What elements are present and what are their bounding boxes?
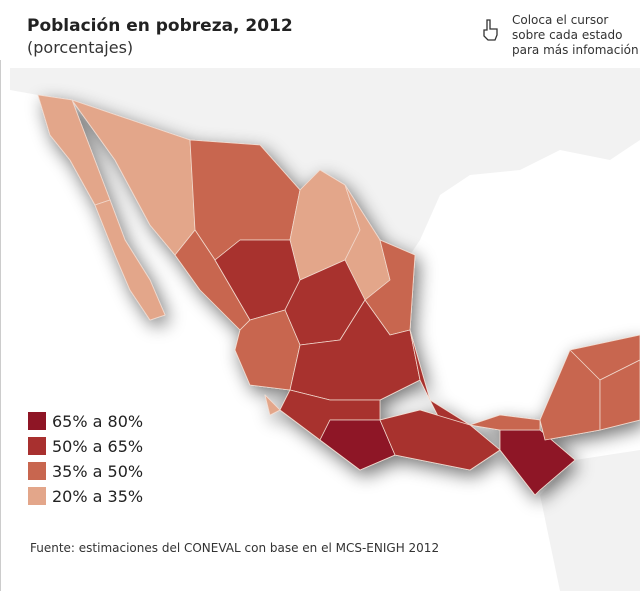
subtitle: (porcentajes): [27, 38, 133, 57]
state[interactable]: [379, 409, 501, 471]
hint-line: Coloca el cursor: [512, 13, 608, 27]
legend-label: 50% a 65%: [52, 437, 143, 456]
legend-swatch: [28, 437, 46, 455]
legend-swatch: [28, 412, 46, 430]
hint: Coloca el cursor sobre cada estado para …: [483, 13, 639, 57]
legend-swatch: [28, 487, 46, 505]
northern-land: [10, 68, 640, 255]
title: Población en pobreza, 2012: [27, 16, 293, 36]
state[interactable]: [599, 359, 640, 431]
legend-label: 65% a 80%: [52, 412, 143, 431]
state[interactable]: [264, 394, 281, 416]
legend-swatch: [28, 462, 46, 480]
state[interactable]: [319, 419, 396, 471]
southern-land: [540, 450, 640, 591]
mexico-map: [37, 94, 640, 496]
state[interactable]: [469, 414, 541, 431]
source: Fuente: estimaciones del CONEVAL con bas…: [30, 541, 439, 555]
legend: 65% a 80% 50% a 65% 35% a 50% 20% a 35%: [28, 412, 143, 506]
state[interactable]: [94, 199, 166, 321]
legend-label: 20% a 35%: [52, 487, 143, 506]
hint-line: para más infomación: [512, 43, 639, 57]
cursor-icon: [483, 19, 498, 41]
legend-label: 35% a 50%: [52, 462, 143, 481]
hint-line: sobre cada estado: [512, 28, 622, 42]
